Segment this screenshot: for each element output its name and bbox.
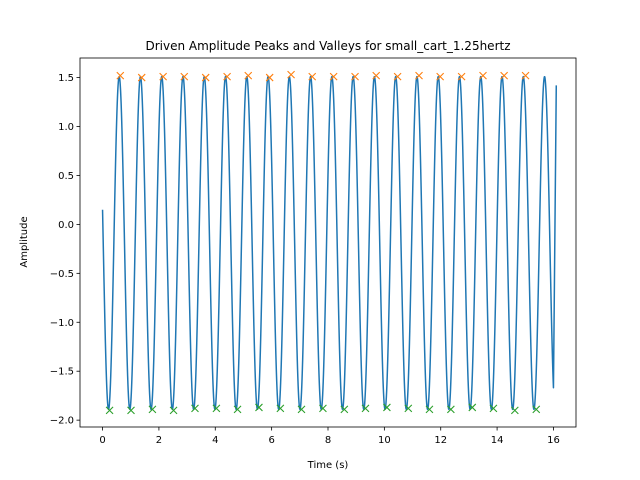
valley-marker	[510, 406, 519, 415]
valley-marker	[404, 404, 413, 413]
y-tick-label: 0.0	[58, 220, 74, 231]
peak-marker	[223, 72, 231, 81]
peak-marker	[201, 73, 210, 82]
y-tick-label: −1.0	[50, 318, 74, 329]
valley-markers	[105, 403, 541, 415]
valley-marker	[468, 403, 477, 412]
valley-marker	[340, 405, 349, 414]
y-tick-label: −2.0	[50, 416, 74, 427]
valley-marker	[361, 404, 370, 413]
y-tick-label: −1.5	[50, 367, 74, 378]
y-tick-label: 1.0	[58, 122, 74, 133]
peak-marker	[159, 72, 168, 81]
x-tick-label: 10	[378, 435, 391, 446]
x-tick-label: 6	[268, 435, 274, 446]
valley-marker	[319, 404, 327, 413]
valley-marker	[148, 405, 157, 414]
y-tick-label: −0.5	[50, 269, 74, 280]
x-tick-label: 8	[325, 435, 331, 446]
peak-marker	[329, 72, 338, 81]
chart-title: Driven Amplitude Peaks and Valleys for s…	[145, 39, 510, 53]
valley-marker	[233, 405, 242, 414]
valley-marker	[425, 405, 434, 414]
valley-marker	[383, 403, 391, 412]
y-tick-label: 1.5	[58, 73, 74, 84]
peak-markers	[116, 70, 530, 82]
plot-area	[101, 70, 558, 415]
peak-marker	[180, 72, 189, 81]
valley-marker	[212, 404, 221, 413]
x-axis-label: Time (s)	[307, 460, 349, 471]
peak-marker	[265, 73, 274, 82]
x-axis: 0 2 4 6 8 10 12 14 16	[99, 427, 560, 446]
peak-marker	[415, 71, 423, 80]
peak-marker	[351, 72, 359, 81]
y-tick-label: 0.5	[58, 171, 74, 182]
peak-marker	[393, 72, 402, 81]
x-tick-label: 14	[491, 435, 504, 446]
peak-marker	[308, 72, 317, 81]
valley-marker	[297, 405, 306, 414]
signal-series-line	[101, 75, 558, 411]
valley-marker	[105, 406, 114, 415]
x-tick-label: 12	[434, 435, 447, 446]
y-axis-label: Amplitude	[19, 216, 30, 267]
peak-marker	[479, 71, 487, 80]
peak-marker	[521, 71, 530, 80]
peak-marker	[500, 71, 509, 80]
x-tick-label: 0	[99, 435, 105, 446]
peak-marker	[287, 70, 295, 79]
peak-marker	[116, 71, 125, 80]
valley-marker	[446, 405, 455, 414]
peak-marker	[372, 71, 381, 80]
peak-marker	[457, 72, 466, 81]
x-tick-label: 16	[547, 435, 560, 446]
valley-marker	[127, 406, 135, 415]
valley-marker	[532, 405, 541, 414]
x-tick-label: 4	[212, 435, 218, 446]
valley-marker	[191, 404, 199, 413]
x-tick-label: 2	[156, 435, 162, 446]
peak-marker	[137, 73, 146, 82]
valley-marker	[169, 406, 178, 415]
valley-marker	[489, 404, 498, 413]
peak-marker	[436, 72, 445, 81]
valley-marker	[255, 403, 263, 412]
y-axis: −2.0 −1.5 −1.0 −0.5 0.0 0.5 1.0 1.5	[50, 73, 80, 427]
peak-marker	[244, 71, 253, 80]
valley-marker	[276, 404, 285, 413]
